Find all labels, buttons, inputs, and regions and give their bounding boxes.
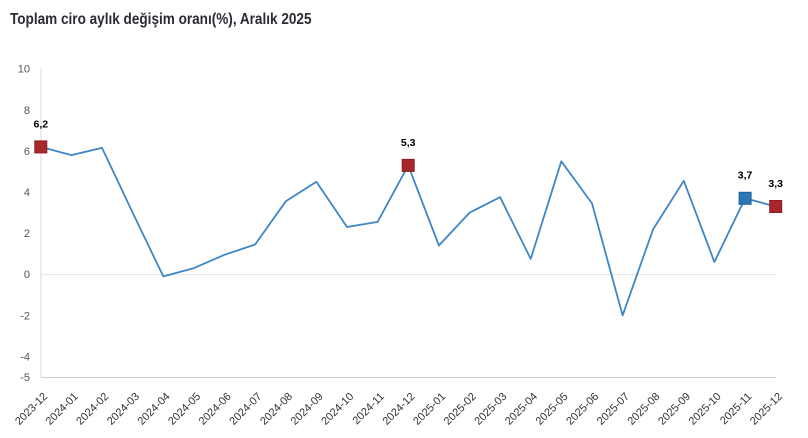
svg-text:4: 4	[24, 187, 30, 199]
svg-text:2025-11: 2025-11	[718, 391, 754, 427]
svg-text:2025-04: 2025-04	[503, 391, 540, 428]
svg-text:3,7: 3,7	[738, 170, 753, 182]
svg-text:2024-06: 2024-06	[197, 391, 234, 428]
svg-text:2025-12: 2025-12	[748, 391, 785, 428]
svg-text:2025-07: 2025-07	[595, 391, 632, 428]
svg-text:6: 6	[24, 146, 30, 158]
svg-text:2024-09: 2024-09	[289, 391, 326, 428]
svg-text:2024-04: 2024-04	[136, 391, 173, 428]
svg-text:2025-03: 2025-03	[472, 391, 509, 428]
svg-text:10: 10	[18, 64, 30, 76]
svg-text:8: 8	[24, 105, 30, 117]
svg-text:2024-12: 2024-12	[380, 391, 417, 428]
svg-text:2024-08: 2024-08	[258, 391, 295, 428]
svg-text:2024-05: 2024-05	[166, 391, 203, 428]
svg-text:3,3: 3,3	[768, 178, 783, 190]
svg-text:5,3: 5,3	[401, 137, 416, 149]
svg-text:2024-02: 2024-02	[74, 391, 111, 428]
svg-text:-5: -5	[20, 372, 30, 384]
svg-text:-2: -2	[20, 310, 30, 322]
svg-text:2025-02: 2025-02	[442, 391, 479, 428]
svg-text:2024-10: 2024-10	[319, 391, 356, 428]
svg-text:0: 0	[24, 269, 30, 281]
svg-text:2025-05: 2025-05	[534, 391, 571, 428]
svg-text:2024-07: 2024-07	[227, 391, 264, 428]
svg-text:-4: -4	[20, 351, 30, 363]
svg-text:2025-08: 2025-08	[625, 391, 662, 428]
svg-text:6,2: 6,2	[33, 118, 48, 130]
svg-text:2025-06: 2025-06	[564, 391, 601, 428]
svg-text:2025-10: 2025-10	[687, 391, 724, 428]
svg-text:2024-03: 2024-03	[105, 391, 142, 428]
svg-text:2023-12: 2023-12	[13, 391, 50, 428]
svg-text:2025-01: 2025-01	[411, 391, 448, 428]
svg-text:2: 2	[24, 228, 30, 240]
svg-text:2024-01: 2024-01	[44, 391, 81, 428]
svg-text:2024-11: 2024-11	[350, 391, 386, 427]
svg-text:2025-09: 2025-09	[656, 391, 693, 428]
